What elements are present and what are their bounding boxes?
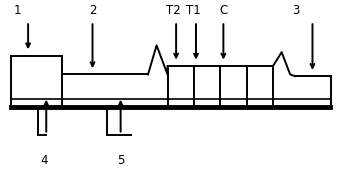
Text: 2: 2 (89, 4, 96, 17)
Text: 4: 4 (41, 154, 48, 167)
Text: T1: T1 (186, 4, 201, 17)
Text: C: C (219, 4, 227, 17)
Text: 5: 5 (117, 154, 124, 167)
Text: 1: 1 (13, 4, 21, 17)
Text: 3: 3 (292, 4, 300, 17)
Text: T2: T2 (166, 4, 181, 17)
